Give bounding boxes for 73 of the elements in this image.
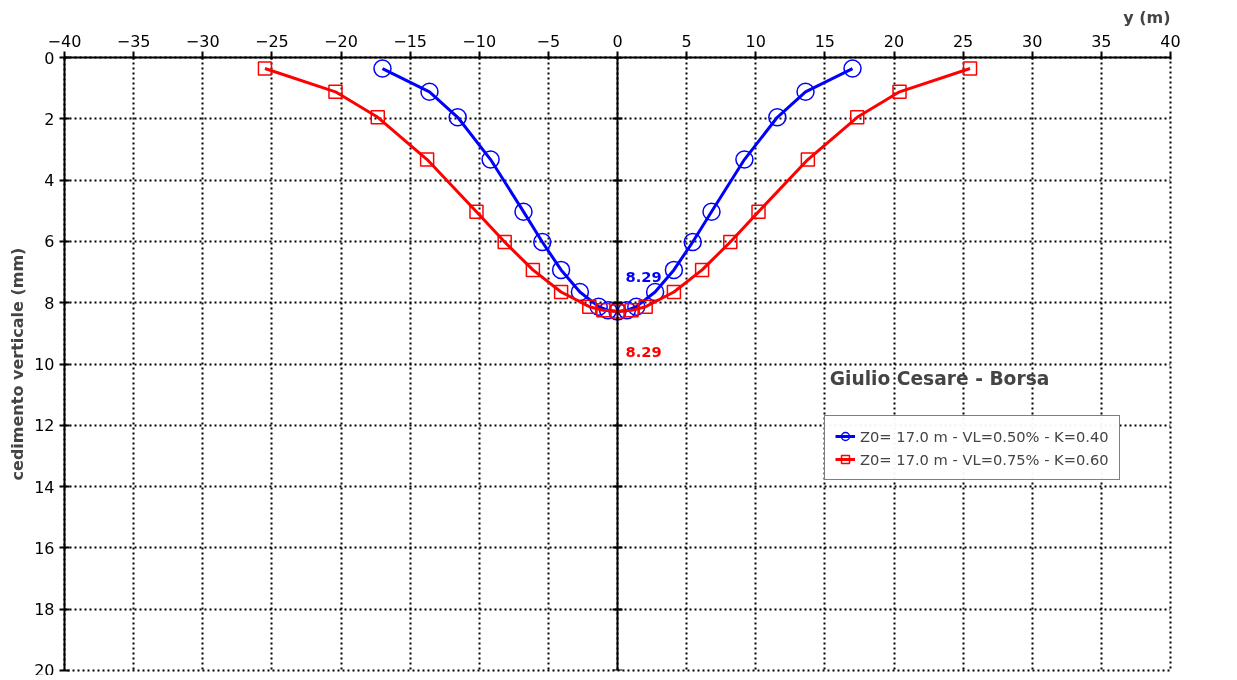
y-tick-label: 16 xyxy=(34,538,55,558)
point xyxy=(702,202,721,221)
x-tick-label: 25 xyxy=(952,31,974,51)
y-tick-label: 4 xyxy=(44,171,55,191)
point xyxy=(481,150,500,169)
point xyxy=(596,303,611,318)
y-tick-label: 20 xyxy=(34,660,55,680)
point xyxy=(598,301,618,320)
y-tick-label: 6 xyxy=(44,232,55,252)
point xyxy=(796,82,815,102)
x-tick-label: −25 xyxy=(254,31,289,51)
point xyxy=(328,84,343,100)
x-tick-label: −5 xyxy=(536,31,561,51)
point xyxy=(257,61,273,76)
point xyxy=(533,232,552,252)
point xyxy=(751,204,766,219)
y-tick-label: 2 xyxy=(44,109,55,129)
annotation: 8.29 xyxy=(625,342,662,360)
y-axis-title: cedimento verticale (mm) xyxy=(7,247,27,481)
x-tick-label: −40 xyxy=(47,31,82,51)
point xyxy=(370,110,386,125)
point xyxy=(497,234,512,250)
point xyxy=(849,110,865,125)
x-axis-title: y (m) xyxy=(1123,7,1171,27)
y-tick-label: 14 xyxy=(34,477,55,497)
point xyxy=(638,299,653,314)
y-tick-label: 18 xyxy=(34,600,55,620)
point xyxy=(589,297,608,316)
point xyxy=(666,284,682,300)
legend-label: Z0= 17.0 m - VL=0.50% - K=0.40 xyxy=(860,427,1109,445)
x-tick-label: 5 xyxy=(681,31,692,51)
x-tick-label: −10 xyxy=(462,31,497,51)
point xyxy=(664,260,684,280)
point xyxy=(420,82,439,102)
point xyxy=(683,232,702,252)
point xyxy=(624,303,639,318)
point xyxy=(627,297,646,316)
y-tick-label: 10 xyxy=(34,355,55,374)
point xyxy=(768,108,787,127)
point xyxy=(843,59,862,78)
x-tick-label: 20 xyxy=(883,31,905,51)
text: Giulio Cesare - Borsa xyxy=(829,367,1050,389)
point xyxy=(553,284,569,300)
point xyxy=(514,202,533,221)
x-tick-label: −20 xyxy=(324,31,358,51)
point xyxy=(373,59,392,78)
x-tick-label: 15 xyxy=(814,31,836,51)
x-tick-label: −35 xyxy=(116,31,151,51)
point xyxy=(723,234,738,250)
point xyxy=(617,301,637,320)
x-tick-label: 35 xyxy=(1091,31,1112,51)
x-tick-label: −30 xyxy=(185,31,220,51)
annotation: 8.29 xyxy=(625,267,662,285)
point xyxy=(892,84,907,100)
x-tick-label: 30 xyxy=(1022,31,1043,51)
y-tick-label: 8 xyxy=(44,293,55,313)
point xyxy=(469,204,484,219)
point xyxy=(525,262,541,278)
x-tick-label: −15 xyxy=(393,31,428,51)
point xyxy=(735,150,754,169)
point xyxy=(962,61,978,76)
y-tick-label: 0 xyxy=(44,48,55,68)
point xyxy=(800,152,816,167)
point xyxy=(694,262,710,278)
x-tick-label: 0 xyxy=(612,31,623,51)
point xyxy=(582,299,597,314)
point xyxy=(419,152,435,167)
point xyxy=(551,260,571,280)
y-tick-label: 12 xyxy=(34,416,55,436)
x-tick-label: 40 xyxy=(1160,31,1181,51)
point xyxy=(448,108,467,127)
legend-label: Z0= 17.0 m - VL=0.75% - K=0.60 xyxy=(860,450,1109,468)
x-tick-label: 10 xyxy=(745,31,766,51)
